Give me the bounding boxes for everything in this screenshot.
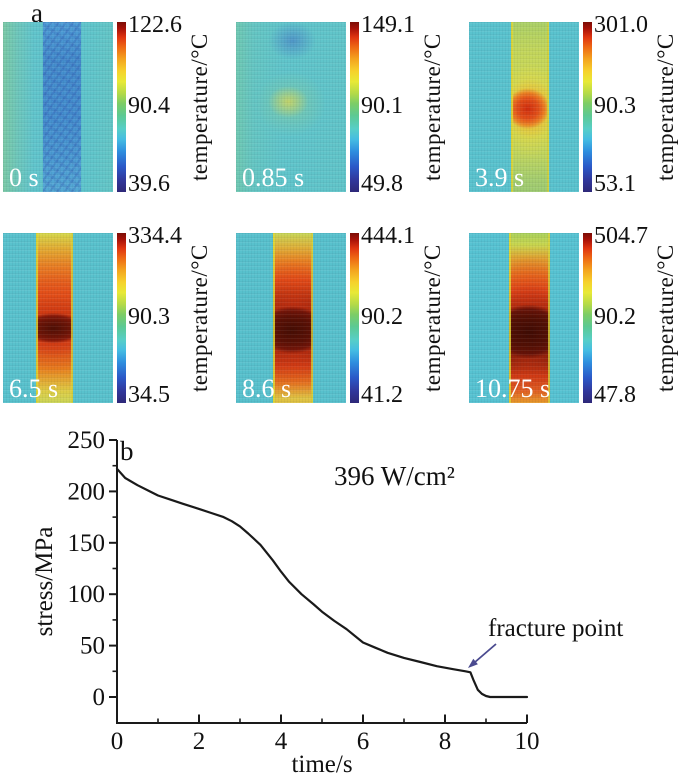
colorbar-axis-label: temperature/°C <box>420 244 445 392</box>
colorbar-min-value: 34.5 <box>128 382 170 408</box>
thermal-panel: 10.75 s 504.7 90.2 47.8 temperature/°C <box>466 224 699 407</box>
y-tick-label: 250 <box>68 427 106 454</box>
colorbar-max-value: 122.6 <box>128 12 182 38</box>
x-tick-label: 10 <box>515 728 540 755</box>
axes <box>116 440 527 724</box>
colorbar-max-value: 444.1 <box>361 223 415 249</box>
time-label: 0 s <box>9 163 39 192</box>
x-axis-title: time/s <box>291 751 352 775</box>
power-density-annotation: 396 W/cm² <box>334 461 455 491</box>
heated-zone <box>508 233 551 403</box>
thermal-panel: 0 s 122.6 90.4 39.6 temperature/°C <box>0 13 233 196</box>
heated-zone <box>273 233 313 403</box>
x-tick-label: 4 <box>275 728 288 755</box>
time-label: 6.5 s <box>9 374 59 403</box>
thermal-image: 10.75 s <box>469 233 579 403</box>
colorbar-mid-value: 90.3 <box>128 303 170 330</box>
x-tick-label: 8 <box>439 728 452 755</box>
y-axis-title: stress/MPa <box>31 527 58 637</box>
fracture-arrow-head <box>468 658 478 668</box>
colorbar-min-value: 39.6 <box>128 171 170 197</box>
thermal-image: 3.9 s <box>469 22 579 192</box>
colorbar-axis-label: temperature/°C <box>187 244 212 392</box>
colorbar-axis-label: temperature/°C <box>653 244 678 392</box>
colorbar-axis-label: temperature/°C <box>420 33 445 181</box>
colorbar-mid-value: 90.3 <box>594 92 636 119</box>
colorbar-min-value: 47.8 <box>594 382 636 408</box>
thermal-image: 6.5 s <box>3 233 113 403</box>
colorbar <box>350 22 359 192</box>
time-label: 8.6 s <box>242 374 292 403</box>
stress-curve <box>115 467 529 699</box>
colorbar <box>583 22 592 192</box>
heated-zone <box>36 233 74 403</box>
time-label: 10.75 s <box>475 374 551 403</box>
y-tick-label: 150 <box>68 530 106 557</box>
heated-zone <box>42 22 82 192</box>
panel-a-label: a <box>31 0 43 28</box>
y-tick-label: 0 <box>93 684 106 711</box>
colorbar-mid-value: 90.2 <box>361 303 403 330</box>
colorbar-min-value: 53.1 <box>594 171 636 197</box>
thermal-panels: 0 s 122.6 90.4 39.6 temperature/°C 0.85 … <box>0 13 700 407</box>
colorbar-min-value: 41.2 <box>361 382 403 408</box>
colorbar-axis-label: temperature/°C <box>653 33 678 181</box>
colorbar-max-value: 301.0 <box>594 12 648 38</box>
thermal-panel: 6.5 s 334.4 90.3 34.5 temperature/°C <box>0 224 233 407</box>
thermal-image: 0.85 s <box>236 22 346 192</box>
y-tick-label: 200 <box>68 478 106 505</box>
time-label: 3.9 s <box>475 163 525 192</box>
colorbar <box>350 233 359 403</box>
colorbar <box>583 233 592 403</box>
time-label: 0.85 s <box>242 163 305 192</box>
colorbar-max-value: 334.4 <box>128 223 182 249</box>
thermal-panel: 3.9 s 301.0 90.3 53.1 temperature/°C <box>466 13 699 196</box>
colorbar-mid-value: 90.2 <box>594 303 636 330</box>
colorbar-max-value: 504.7 <box>594 223 648 249</box>
colorbar-min-value: 49.8 <box>361 171 403 197</box>
stress-chart-area: 0 50 100 150 200 250 0 2 4 6 8 10 time/s stress/MPa b 3… <box>0 415 700 778</box>
colorbar <box>117 22 126 192</box>
y-tick-label: 100 <box>68 581 106 608</box>
thermal-panel: 8.6 s 444.1 90.2 41.2 temperature/°C <box>233 224 466 407</box>
colorbar-mid-value: 90.4 <box>128 92 170 119</box>
thermal-image: 0 s <box>3 22 113 192</box>
thermal-image: 8.6 s <box>236 233 346 403</box>
stress-chart: 0 50 100 150 200 250 0 2 4 6 8 10 time/s stress/MPa b 3… <box>31 427 623 778</box>
colorbar-mid-value: 90.1 <box>361 92 403 119</box>
panel-b-label: b <box>120 436 134 466</box>
colorbar <box>117 233 126 403</box>
x-tick-label: 2 <box>193 728 206 755</box>
colorbar-axis-label: temperature/°C <box>187 33 212 181</box>
thermal-panel: 0.85 s 149.1 90.1 49.8 temperature/°C <box>233 13 466 196</box>
x-tick-label: 0 <box>111 728 124 755</box>
fracture-arrow-shaft <box>473 643 497 664</box>
heated-zone <box>510 22 550 192</box>
heated-zone <box>255 22 327 192</box>
fracture-point-label: fracture point <box>488 615 623 642</box>
y-tick-label: 50 <box>80 633 105 660</box>
colorbar-max-value: 149.1 <box>361 12 415 38</box>
x-tick-label: 6 <box>357 728 370 755</box>
